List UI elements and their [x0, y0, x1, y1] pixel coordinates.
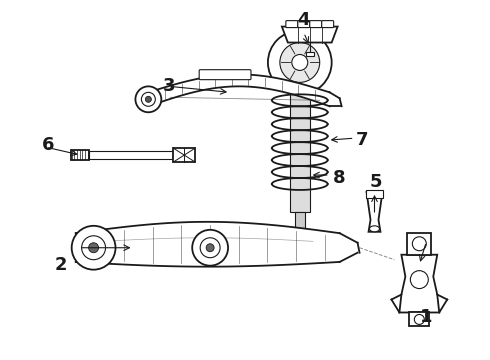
- Circle shape: [206, 244, 214, 252]
- Bar: [71, 150, 89, 160]
- Bar: [173, 148, 195, 162]
- Text: 5: 5: [369, 173, 382, 191]
- Circle shape: [280, 42, 319, 82]
- Circle shape: [89, 243, 98, 253]
- Text: 1: 1: [420, 309, 433, 327]
- Bar: [89, 151, 173, 159]
- Circle shape: [146, 96, 151, 102]
- FancyBboxPatch shape: [298, 21, 310, 28]
- Polygon shape: [367, 192, 383, 232]
- Text: 8: 8: [333, 169, 346, 187]
- Circle shape: [72, 226, 116, 270]
- Text: 2: 2: [54, 256, 67, 274]
- Text: 4: 4: [297, 11, 310, 29]
- FancyBboxPatch shape: [322, 21, 334, 28]
- Bar: [290, 89, 310, 212]
- Circle shape: [135, 86, 161, 112]
- Text: 6: 6: [42, 136, 54, 154]
- Circle shape: [192, 230, 228, 266]
- FancyBboxPatch shape: [199, 70, 251, 80]
- Bar: [407, 233, 431, 255]
- Text: 3: 3: [163, 77, 175, 95]
- Bar: [295, 212, 305, 242]
- Ellipse shape: [369, 226, 379, 232]
- FancyBboxPatch shape: [286, 21, 298, 28]
- Bar: [306, 53, 314, 57]
- Polygon shape: [399, 255, 439, 312]
- Circle shape: [292, 54, 308, 71]
- Bar: [366, 190, 384, 198]
- Bar: [409, 312, 429, 327]
- Text: 7: 7: [355, 131, 368, 149]
- Polygon shape: [282, 27, 338, 42]
- Circle shape: [268, 31, 332, 94]
- FancyBboxPatch shape: [310, 21, 322, 28]
